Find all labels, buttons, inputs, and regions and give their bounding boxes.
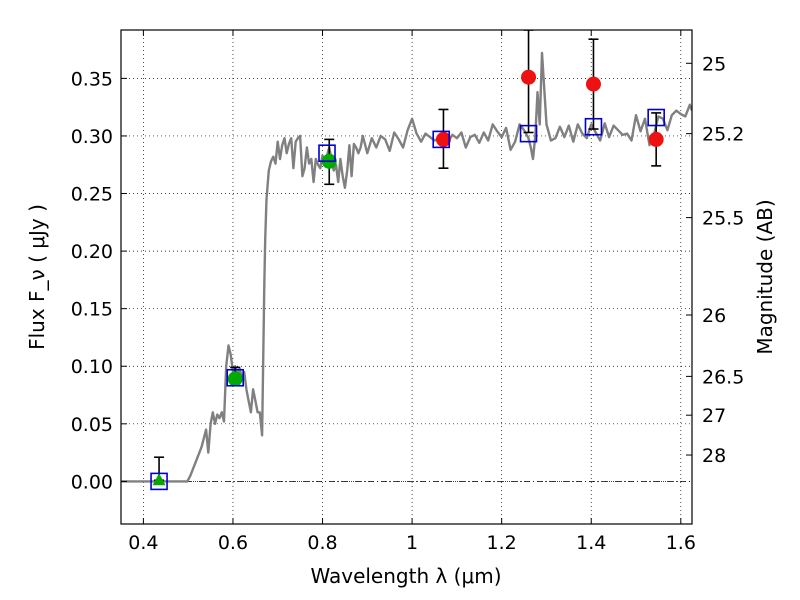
y-tick-label: 0.05 [71,414,113,436]
x-tick-label: 0.6 [218,532,248,554]
template-spectrum-line [121,51,692,483]
detection-point-triangle [152,473,166,486]
x-tick-label: 1.2 [487,532,517,554]
model-box-point [584,117,603,136]
y-tick-label: 0.00 [71,471,113,493]
y-tick-label: 0.15 [71,299,113,321]
y-tick-label: 0.35 [71,68,113,90]
model-box-series [150,108,665,491]
right-axis-ticks: 25 25.2 25.5 26 26.5 27 28 [686,53,744,467]
y-axis-title: Flux F_ν ( μJy ) [25,204,49,350]
right-tick-label: 25 [702,53,726,75]
x-tick-label: 1 [406,532,418,554]
x-axis-title: Wavelength λ (μm) [310,564,501,588]
model-box-point [647,108,665,127]
detection-point [227,371,243,387]
y-tick-label: 0.25 [71,184,113,206]
right-tick-label: 28 [702,445,726,467]
right-tick-label: 27 [702,405,726,427]
y-tick-label: 0.30 [71,126,113,148]
y-tick-label: 0.10 [71,356,113,378]
y-axis-ticks: 0.00 0.05 0.10 0.15 0.20 0.25 0.30 0.35 [71,68,127,493]
measurement-points-series [435,69,664,147]
measurement-point [521,69,537,85]
model-box-point [150,472,168,491]
right-tick-label: 25.2 [702,124,744,146]
x-tick-label: 0.8 [307,532,337,554]
measurement-point [648,131,664,147]
model-box-point [226,368,244,387]
x-axis-ticks: 0.4 0.6 0.8 1 1.2 1.4 1.6 [128,30,696,554]
right-tick-label: 26.5 [702,366,744,388]
model-box-point [519,124,538,143]
model-box-point [432,130,451,149]
model-box-point [318,144,336,163]
x-tick-label: 1.4 [576,532,606,554]
template-spectrum-series [121,51,692,483]
measurement-point [435,131,451,147]
measurement-point [585,76,601,92]
plot-frame [120,29,693,525]
right-axis-title: Magnitude (AB) [753,199,777,354]
right-tick-label: 26 [702,305,726,327]
y-tick-label: 0.20 [71,241,113,263]
x-tick-label: 1.6 [666,532,696,554]
x-tick-label: 0.4 [128,532,158,554]
right-tick-label: 25.5 [702,208,744,230]
